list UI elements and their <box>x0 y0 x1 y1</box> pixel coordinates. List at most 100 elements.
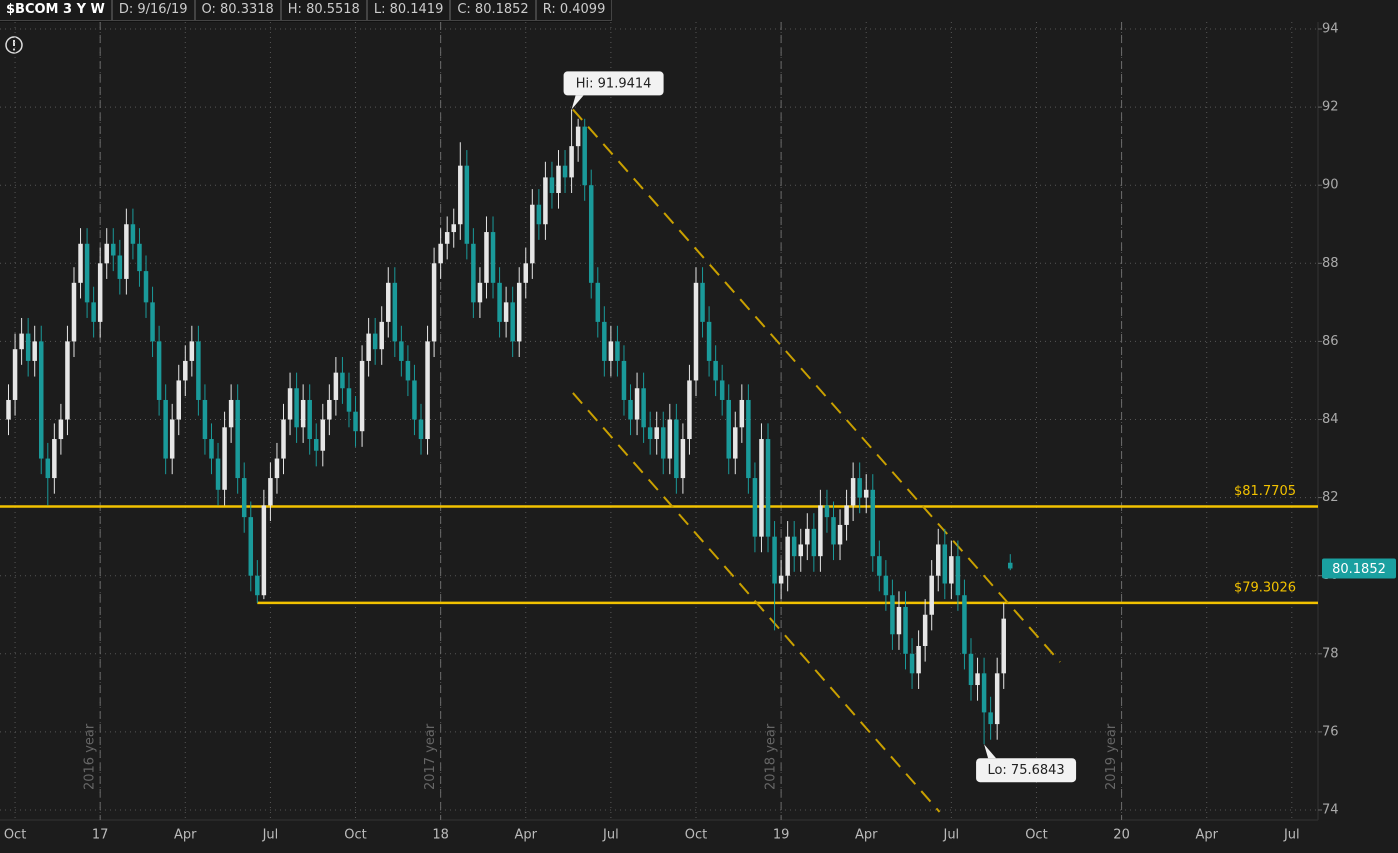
candle-body <box>805 528 810 545</box>
candle-body <box>641 388 646 428</box>
candle-body <box>228 399 234 428</box>
candle-body <box>111 243 116 256</box>
candle-body <box>235 399 240 479</box>
candle-body <box>353 411 358 432</box>
candle-body <box>222 427 227 490</box>
y-tick-label: 92 <box>1322 100 1339 115</box>
candle-body <box>25 333 31 361</box>
candle-body <box>903 606 908 654</box>
candle-body <box>320 419 326 451</box>
candle-body <box>490 232 496 283</box>
candle-body <box>412 380 417 420</box>
x-tick-label: 20 <box>1113 828 1130 843</box>
annotation-box <box>976 758 1077 783</box>
candle-body <box>248 517 254 576</box>
candle-body <box>523 263 529 283</box>
candle-body <box>759 439 764 537</box>
candle-body <box>863 489 869 498</box>
candle-body <box>968 653 974 686</box>
header-field: O: 80.3318 <box>194 0 281 21</box>
candle-body <box>549 177 555 194</box>
candle-body <box>955 556 961 596</box>
annotation: Hi: 91.9414 <box>563 71 664 110</box>
candle-body <box>71 282 77 342</box>
candle-body <box>359 360 365 432</box>
price-tag-label: 80.1852 <box>1332 562 1386 577</box>
candle-body <box>281 419 286 459</box>
candle-body <box>104 243 109 264</box>
candle-body <box>994 673 1000 725</box>
y-tick-label: 82 <box>1322 490 1339 505</box>
candle-body <box>169 419 175 459</box>
candle-body <box>877 556 882 576</box>
candle-body <box>530 204 535 264</box>
candle-body <box>45 458 51 479</box>
candle-body <box>765 439 771 537</box>
x-tick-label: Jul <box>942 828 959 843</box>
candle-body <box>477 282 483 303</box>
candle-body <box>84 243 90 303</box>
candle-body <box>307 399 312 440</box>
year-label: 2016 year <box>83 723 98 790</box>
candle-body <box>458 165 463 225</box>
candle-body <box>981 673 987 713</box>
candle-body <box>386 282 391 322</box>
candle-body <box>543 177 548 225</box>
year-label: 2019 year <box>1104 723 1119 790</box>
candle-body <box>798 544 804 557</box>
candle-body <box>772 536 777 584</box>
candle-body <box>137 243 142 272</box>
header-bar: $BCOM 3 Y W D: 9/16/19 O: 80.3318 H: 80.551… <box>0 0 613 22</box>
candle-body <box>575 126 581 147</box>
candle-body <box>58 419 64 440</box>
candle-body <box>78 243 83 283</box>
year-label: 2017 year <box>423 723 438 790</box>
candle-body <box>811 528 817 557</box>
candle-body <box>189 341 195 361</box>
candle-body <box>588 185 594 283</box>
candle-body <box>464 165 470 244</box>
candle-body <box>516 282 522 342</box>
candle-body <box>975 673 980 686</box>
level-label: $81.7705 <box>1234 484 1296 499</box>
candle-body <box>294 388 299 428</box>
candle-body <box>693 282 699 381</box>
candle-body <box>608 341 614 361</box>
candle-body <box>418 419 424 440</box>
candle-body <box>405 360 411 381</box>
candle-body <box>909 653 915 674</box>
candle-body <box>1001 618 1006 674</box>
candle-body <box>261 505 267 596</box>
y-tick-label: 76 <box>1322 724 1339 739</box>
candle-body <box>327 399 332 420</box>
candle-body <box>615 341 620 361</box>
price-tag <box>1322 558 1396 579</box>
candle-body <box>241 478 247 518</box>
candle-body <box>268 478 273 506</box>
candle-body <box>739 399 745 428</box>
trend-line <box>572 108 1061 663</box>
candle-body <box>700 282 705 322</box>
y-tick-label: 74 <box>1322 803 1339 818</box>
alert-icon <box>5 36 23 54</box>
candle-body <box>647 427 653 440</box>
candle-body <box>831 517 836 545</box>
candle-body <box>916 645 921 674</box>
candle-body <box>38 341 44 459</box>
candle-body <box>942 544 948 584</box>
candle-body <box>346 388 352 412</box>
candle-body <box>156 341 162 400</box>
candle-body <box>562 165 568 178</box>
year-label: 2018 year <box>764 723 779 790</box>
alert-icon-dot <box>12 48 16 51</box>
candle-body <box>143 271 149 303</box>
candle-body <box>844 505 849 525</box>
y-tick-label: 78 <box>1322 646 1339 661</box>
candle-body <box>536 204 542 225</box>
candle-body <box>680 439 686 479</box>
x-tick-label: Jul <box>262 828 279 843</box>
candle-body <box>471 243 476 303</box>
candle-body <box>733 427 738 459</box>
candle-body <box>667 419 673 459</box>
